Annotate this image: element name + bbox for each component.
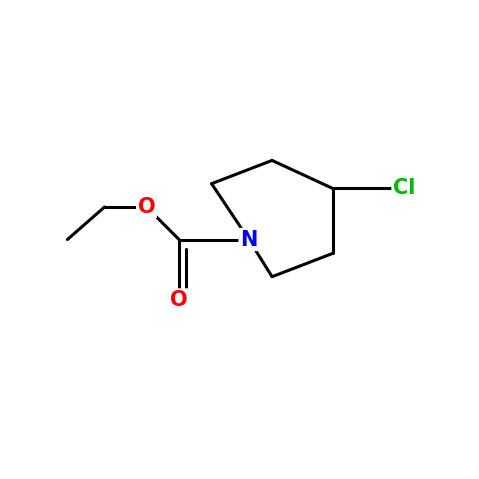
Text: N: N bbox=[240, 229, 258, 250]
Text: O: O bbox=[137, 197, 155, 217]
Text: Cl: Cl bbox=[393, 178, 415, 198]
Text: O: O bbox=[170, 290, 188, 310]
